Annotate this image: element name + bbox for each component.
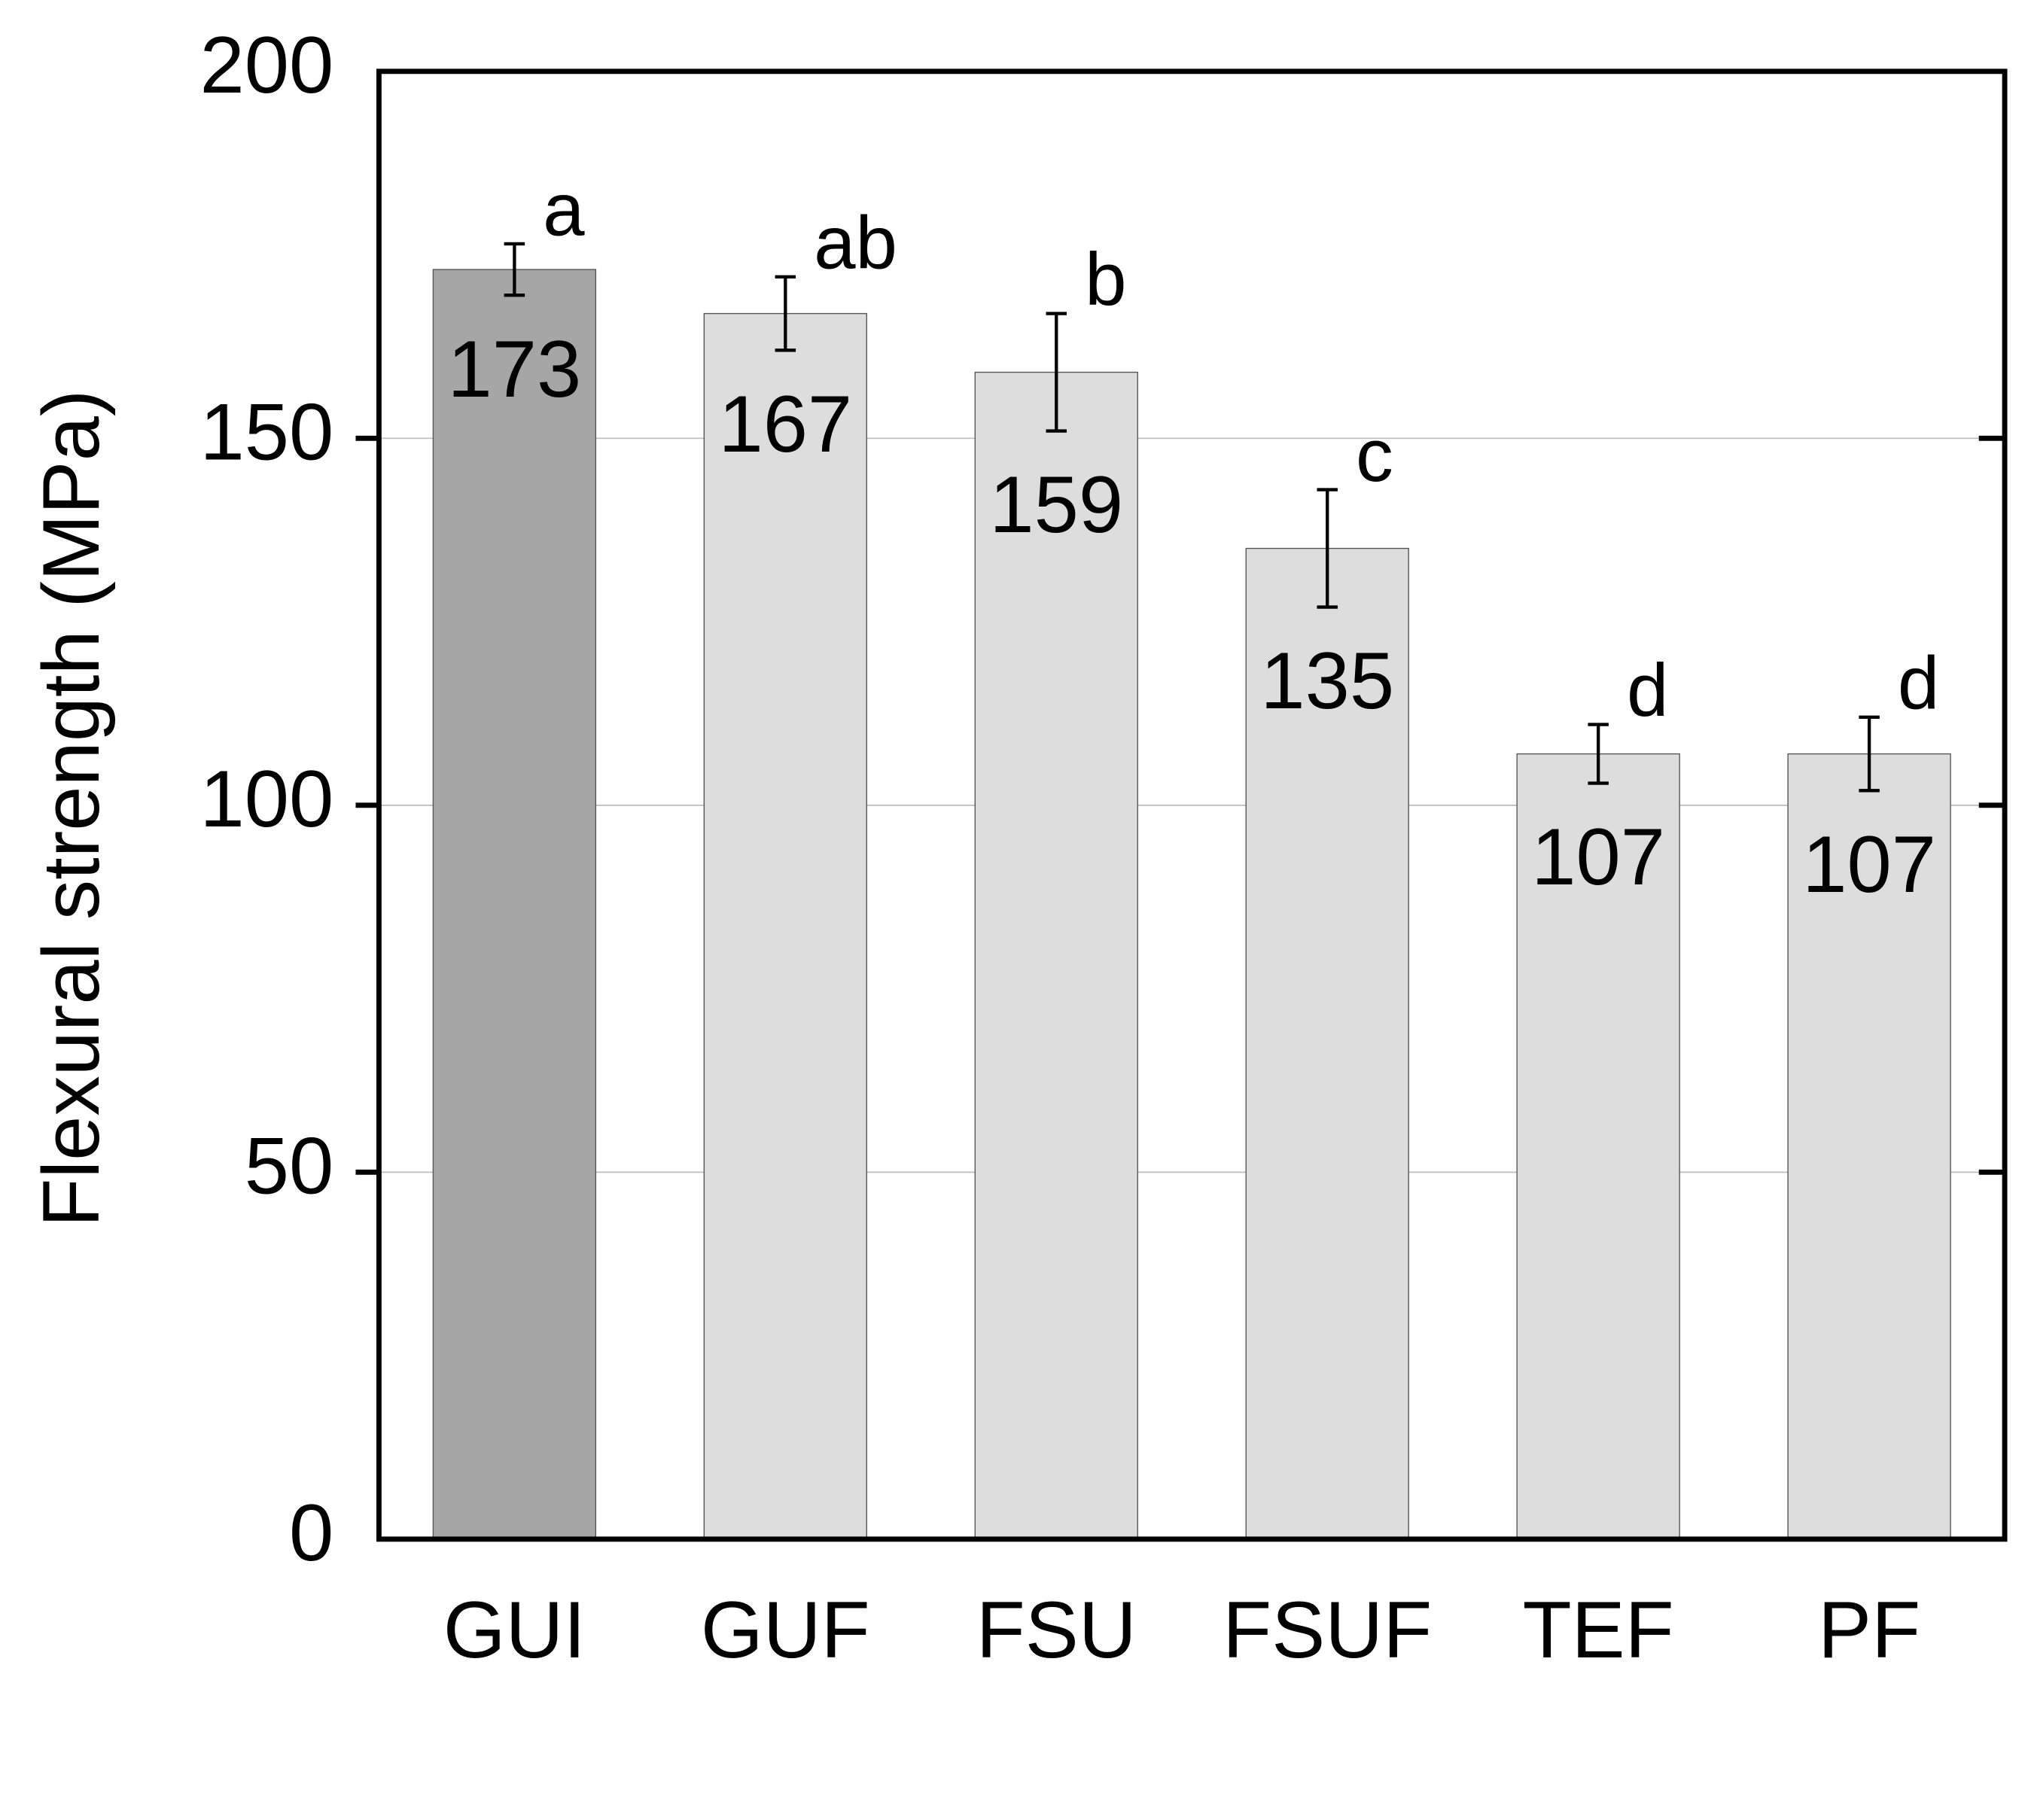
y-tick-label: 150 <box>200 387 334 476</box>
x-tick-label: FSU <box>976 1585 1137 1675</box>
y-tick-label: 50 <box>245 1121 333 1210</box>
value-label: 135 <box>1260 636 1394 726</box>
significance-letter: d <box>1627 649 1668 732</box>
x-tick-label: PF <box>1818 1585 1920 1675</box>
significance-letter: c <box>1356 414 1393 498</box>
plot-frame <box>376 68 2008 1542</box>
value-label: 173 <box>448 324 582 414</box>
value-label: 159 <box>989 460 1123 549</box>
bar <box>703 312 867 1540</box>
bar <box>1245 547 1409 1540</box>
bar <box>432 269 597 1540</box>
value-label: 167 <box>718 379 852 469</box>
x-tick-label: GUI <box>443 1585 586 1675</box>
x-tick-label: GUF <box>701 1585 870 1675</box>
bar <box>974 371 1138 1540</box>
x-tick-label: TEF <box>1523 1585 1674 1675</box>
value-label: 107 <box>1531 812 1665 902</box>
x-tick-label: FSUF <box>1223 1585 1432 1675</box>
bar <box>1787 753 1951 1540</box>
value-label: 107 <box>1802 820 1936 909</box>
y-axis-label: Flexural strength (MPa) <box>26 390 116 1228</box>
significance-letter: ab <box>814 201 897 285</box>
significance-letter: b <box>1085 238 1126 321</box>
significance-letter: a <box>543 168 585 251</box>
bar <box>1516 753 1680 1540</box>
y-tick-label: 0 <box>289 1488 333 1578</box>
significance-letter: d <box>1898 641 1939 725</box>
y-tick-label: 100 <box>200 754 334 844</box>
y-tick-label: 200 <box>200 20 334 110</box>
